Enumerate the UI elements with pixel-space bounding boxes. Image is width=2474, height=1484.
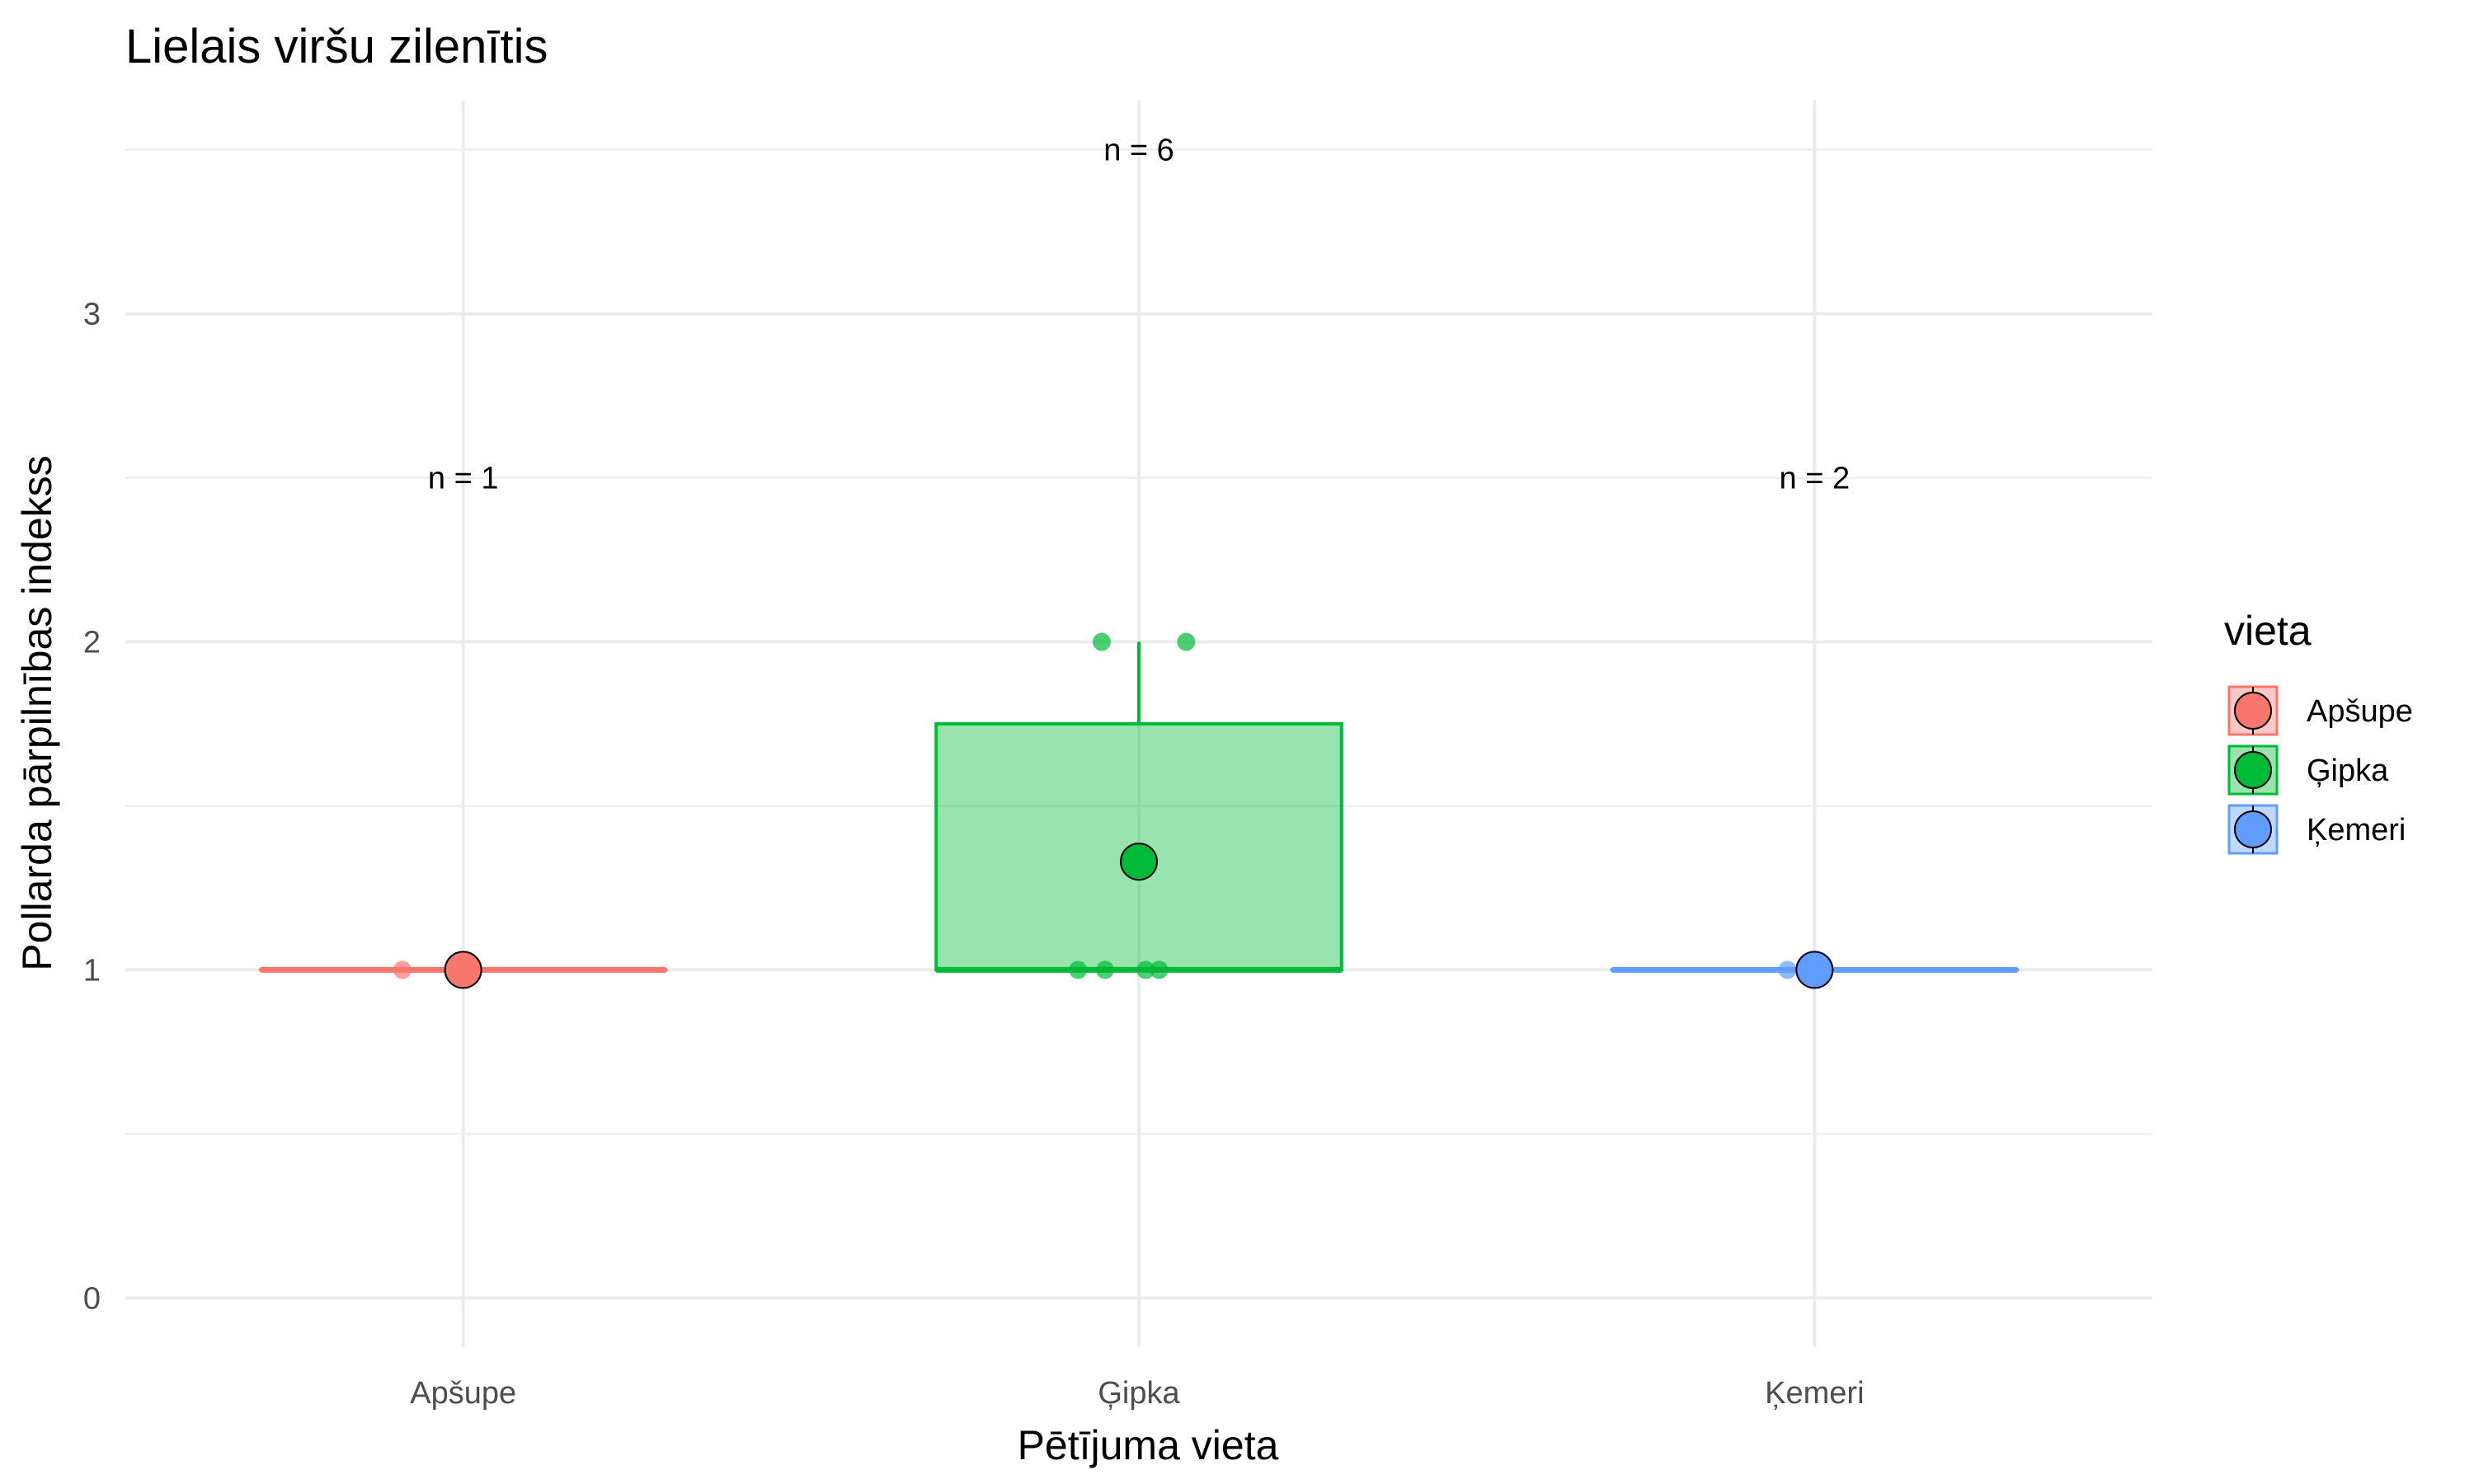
legend-label-Ģipka: Ģipka [2307,754,2389,788]
y-tick-label-2: 2 [83,626,101,660]
x-tick-label-Apšupe: Apšupe [410,1376,516,1411]
legend: vieta Apšupe Ģipka Ķemeri [2224,608,2413,855]
point-Ģipka [1096,960,1115,979]
legend-item-Apšupe: Apšupe [2227,685,2413,736]
y-tick-label-3: 3 [83,298,101,332]
chart-title: Lielais viršu zilenītis [125,20,548,73]
point-Ģipka [1150,960,1169,979]
mean-markers [444,843,1834,989]
x-tick-label-Ķemeri: Ķemeri [1765,1376,1864,1411]
y-tick-label-0: 0 [83,1281,101,1316]
legend-key-dot [2234,692,2272,730]
n-label-Ķemeri: n = 2 [1780,462,1851,496]
x-tick-label-Ģipka: Ģipka [1098,1376,1180,1411]
y-axis-title: Pollarda pārpilnības indekss [14,455,60,970]
y-tick-label-1: 1 [83,953,101,988]
legend-title: vieta [2224,608,2312,654]
n-label-Apšupe: n = 1 [428,462,499,496]
mean-Ķemeri [1795,951,1834,989]
point-Ģipka [1177,632,1196,651]
mean-Ģipka [1120,843,1158,881]
legend-item-Ķemeri: Ķemeri [2227,804,2406,855]
data-points [393,632,1824,979]
point-Apšupe [393,960,412,979]
point-Ģipka [1092,632,1111,651]
boxplot-Ģipka [934,641,1343,973]
point-Ģipka [1136,960,1155,979]
legend-label-Apšupe: Apšupe [2307,694,2413,729]
point-Ģipka [1069,960,1088,979]
legend-key-dot [2234,810,2272,848]
axis-ticks: 0 1 2 3 Apšupe Ģipka Ķemeri [83,298,1865,1411]
x-axis-title: Pētījuma vieta [1018,1422,1279,1468]
n-label-Ģipka: n = 6 [1103,134,1174,168]
mean-Apšupe [444,951,482,989]
legend-key-dot [2234,751,2272,789]
annotations: n = 1 n = 6 n = 2 [428,134,1850,496]
legend-item-Ģipka: Ģipka [2227,744,2389,796]
point-Ķemeri [1778,960,1797,979]
legend-label-Ķemeri: Ķemeri [2307,813,2406,848]
